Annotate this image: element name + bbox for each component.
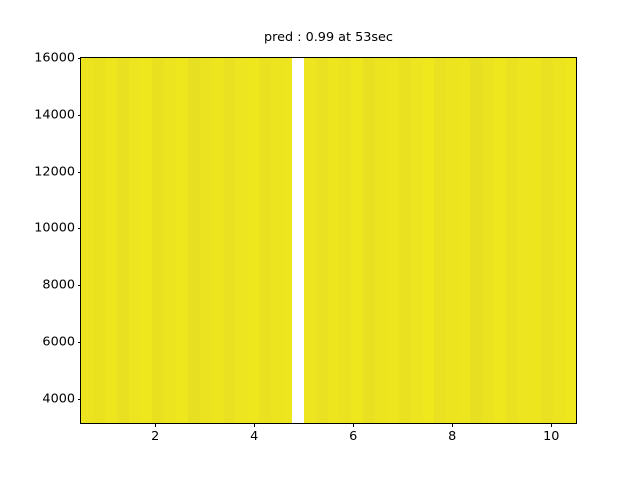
x-tick-label: 6 (349, 429, 358, 444)
y-tick-label: 12000 (34, 164, 75, 180)
heatmap-band (176, 58, 188, 423)
heatmap-band (223, 58, 236, 423)
heatmap-band (140, 58, 153, 423)
y-tick-label: 14000 (34, 107, 75, 123)
heatmap-band (553, 58, 566, 423)
heatmap-band (517, 58, 530, 423)
x-tick-label: 2 (151, 429, 160, 444)
heatmap-band (458, 58, 471, 423)
heatmap-band (152, 58, 165, 423)
heatmap-band (315, 58, 328, 423)
heatmap-band (116, 58, 129, 423)
y-tick-mark (77, 114, 81, 116)
heatmap-band (211, 58, 224, 423)
heatmap-band (422, 58, 435, 423)
heatmap-band (282, 58, 292, 423)
x-tick-label: 8 (448, 429, 457, 444)
heatmap-band (398, 58, 411, 423)
y-tick-mark (77, 228, 81, 230)
heatmap-band (199, 58, 212, 423)
y-tick-label: 8000 (42, 277, 75, 293)
plot-axes: 4000 6000 8000 10000 12000 14000 16000 2 4 6 8 10 (34, 51, 577, 444)
x-tick-mark (551, 423, 553, 427)
chart-title: pred : 0.99 at 53sec (264, 30, 393, 45)
x-tick-label: 4 (250, 429, 259, 444)
heatmap-band (164, 58, 177, 423)
heatmap-band (303, 58, 316, 423)
x-tick-mark (353, 423, 355, 427)
heatmap-band (247, 58, 260, 423)
heatmap-band (470, 58, 482, 423)
heatmap-band (481, 58, 494, 423)
y-tick-label: 6000 (42, 334, 75, 350)
heatmap-gap-column (291, 58, 304, 423)
x-tick-mark (155, 423, 157, 427)
y-tick-label: 10000 (34, 220, 75, 236)
heatmap-band (565, 58, 576, 423)
heatmap-band (505, 58, 518, 423)
heatmap-band (351, 58, 364, 423)
y-tick-mark (77, 342, 81, 344)
heatmap-band (104, 58, 117, 423)
heatmap-band (529, 58, 542, 423)
heatmap-band (339, 58, 352, 423)
heatmap-band (410, 58, 423, 423)
x-tick-mark (452, 423, 454, 427)
heatmap-band (493, 58, 506, 423)
heatmap-image (81, 58, 576, 423)
y-tick-mark (77, 171, 81, 173)
heatmap-band (386, 58, 399, 423)
heatmap-band (375, 58, 387, 423)
heatmap-band (259, 58, 272, 423)
x-tick-mark (254, 423, 256, 427)
heatmap-band (327, 58, 340, 423)
heatmap-band (363, 58, 376, 423)
heatmap-band (81, 58, 93, 423)
heatmap-band (92, 58, 105, 423)
y-tick-label: 4000 (42, 391, 75, 407)
x-tick-label: 10 (543, 429, 560, 444)
y-tick-mark (77, 398, 81, 400)
y-tick-mark (77, 285, 81, 287)
heatmap-band (434, 58, 447, 423)
heatmap-band (271, 58, 283, 423)
heatmap-band (235, 58, 248, 423)
heatmap-band (187, 58, 200, 423)
y-tick-label: 16000 (34, 50, 75, 66)
heatmap-band (541, 58, 554, 423)
heatmap-band (446, 58, 459, 423)
heatmap-band (128, 58, 141, 423)
y-tick-mark (77, 58, 81, 59)
